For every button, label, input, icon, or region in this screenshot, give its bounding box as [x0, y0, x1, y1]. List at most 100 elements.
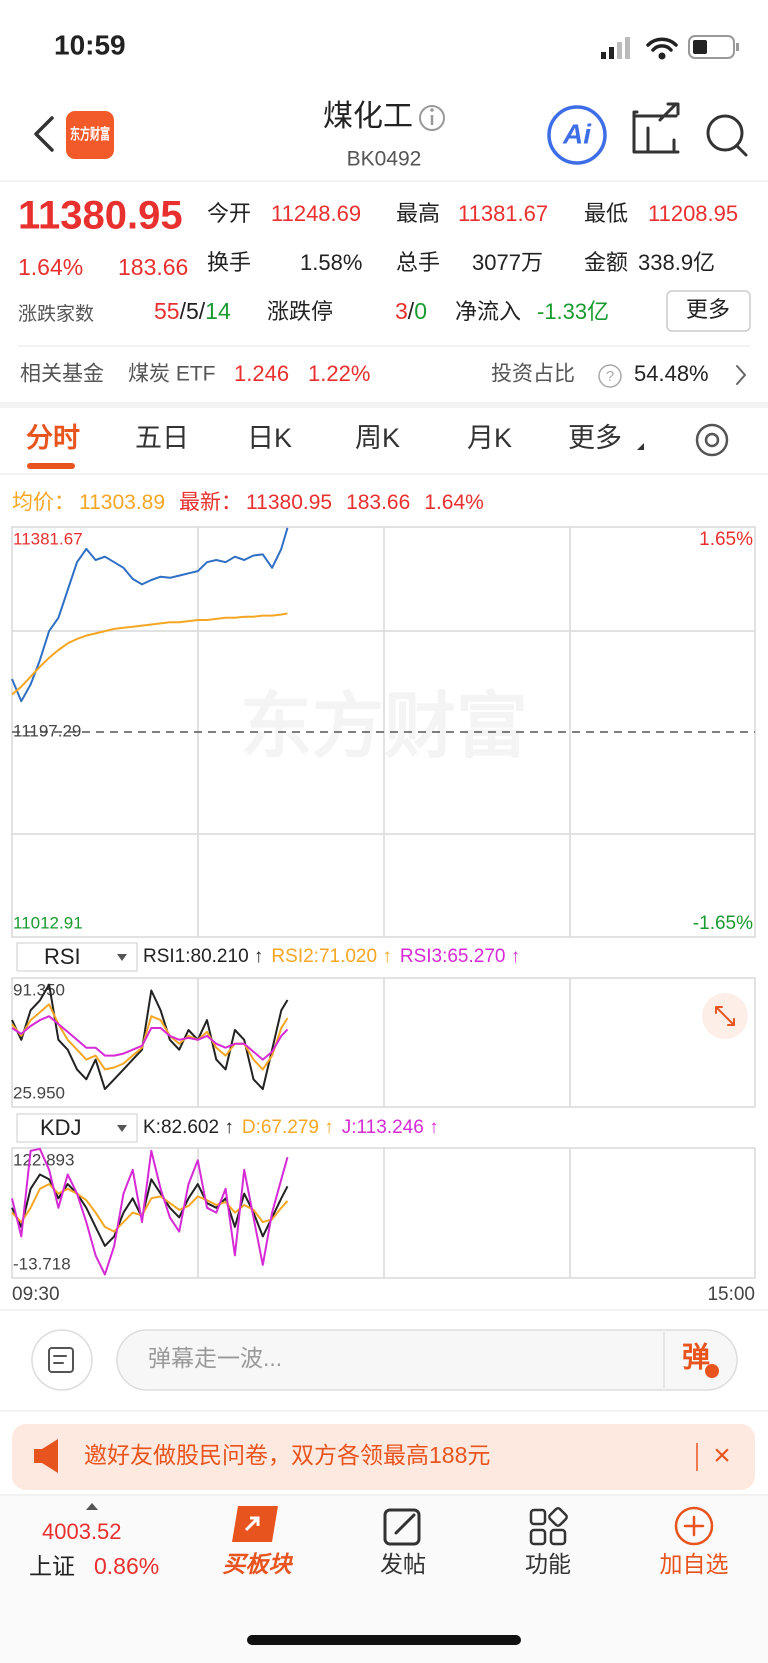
- banner-text: 邀好友做股民问卷，双方各领最高188元: [84, 1442, 490, 1468]
- avg-value: 11303.89: [79, 491, 165, 514]
- indicator-select[interactable]: [16, 942, 138, 972]
- charts: 11381.67 11197.29 11012.91 1.65% -1.65% 91.35…: [11, 527, 755, 1305]
- dropdown-arrow: [117, 1125, 127, 1132]
- share-button[interactable]: [632, 102, 680, 154]
- stat-value: 338.9亿: [638, 250, 715, 275]
- search-button[interactable]: [706, 114, 748, 157]
- tabs: 分时 五日 日K 周K 月K 更多: [26, 423, 622, 469]
- ai-label: Ai: [562, 118, 592, 149]
- more-label: 更多: [686, 297, 730, 322]
- y-tick-label: 11197.29: [13, 721, 81, 740]
- danmu-input[interactable]: [116, 1329, 738, 1391]
- fund-name: 煤炭 ETF: [128, 363, 216, 386]
- tab[interactable]: 分时: [26, 423, 80, 453]
- legend-entry: RSI1:80.210 ↑: [143, 946, 263, 967]
- x-tick-label: 15:00: [707, 1284, 755, 1305]
- series-line: [11, 1183, 289, 1233]
- logo: [66, 111, 114, 159]
- breadth: 55/5/14: [154, 298, 231, 324]
- danmu-button[interactable]: 弹: [682, 1341, 710, 1372]
- index-arrow: [86, 1503, 98, 1510]
- y-tick-label: 11381.67: [13, 529, 83, 548]
- share-frame: [632, 110, 676, 154]
- fund-price: 1.246: [234, 361, 289, 386]
- tab[interactable]: 月K: [467, 423, 512, 453]
- flow-value: -1.33亿: [537, 299, 609, 324]
- series-line: [11, 1147, 289, 1276]
- banner[interactable]: [12, 1424, 755, 1490]
- latest-value: 11380.95: [246, 491, 332, 514]
- limits-label: 涨跌停: [267, 299, 333, 324]
- legend-entry: RSI2:71.020 ↑: [271, 946, 391, 967]
- nav-icon: [383, 1508, 421, 1546]
- ai-button[interactable]: [547, 105, 607, 165]
- stat-value: 11208.95: [648, 201, 738, 226]
- settings-button[interactable]: [695, 423, 729, 457]
- y-tick-label: -13.718: [13, 1254, 71, 1273]
- nav-icon: [529, 1507, 568, 1546]
- tab[interactable]: 日K: [247, 423, 292, 453]
- banner-close[interactable]: ×: [713, 1439, 731, 1472]
- danmu-badge: [705, 1364, 719, 1378]
- tab[interactable]: 更多: [568, 423, 622, 453]
- stat-value: 11381.67: [458, 201, 548, 226]
- tab-more-arrow: [637, 443, 644, 450]
- limits: 3/0: [395, 298, 427, 324]
- legend-entry: J:113.246 ↑: [342, 1117, 439, 1138]
- stat-value: 1.58%: [300, 250, 362, 275]
- y2-tick-label: 1.65%: [699, 529, 753, 550]
- index-pct: 0.86%: [94, 1553, 159, 1579]
- fund-pct: 1.22%: [308, 361, 370, 386]
- tab[interactable]: 五日: [135, 423, 189, 453]
- breadth-up: 55: [154, 298, 180, 324]
- megaphone: [34, 1439, 58, 1473]
- latest-label: 最新：: [179, 491, 242, 514]
- index-name: 上证: [29, 1553, 75, 1579]
- tab[interactable]: 周K: [355, 423, 400, 453]
- danmu-placeholder: 弹幕走一波...: [148, 1345, 282, 1371]
- indicator-select[interactable]: [16, 1113, 138, 1143]
- flow-label: 净流入: [455, 299, 521, 324]
- stat-label: 最高: [396, 201, 440, 226]
- breadth-flat: 5: [186, 298, 199, 324]
- help-text: ?: [606, 368, 614, 385]
- nav-icon: [232, 1506, 278, 1542]
- code: BK0492: [347, 148, 422, 171]
- share-value: 54.48%: [634, 361, 709, 386]
- stat-label: 最低: [584, 201, 628, 226]
- section-gap: [0, 1410, 768, 1412]
- limit-down: 0: [414, 298, 427, 324]
- help-icon[interactable]: [598, 364, 622, 388]
- nav-item[interactable]: 发帖: [380, 1551, 426, 1577]
- series-line: [11, 612, 288, 696]
- danmu-settings[interactable]: [31, 1329, 93, 1391]
- latest-pct: 1.64%: [424, 491, 484, 514]
- legend-entry: D:67.279 ↑: [242, 1117, 334, 1138]
- limit-up: 3: [395, 298, 408, 324]
- series-line: [11, 1173, 289, 1247]
- stat-label: 总手: [396, 250, 440, 275]
- index-value[interactable]: 4003.52: [42, 1519, 122, 1544]
- chart-frames: [11, 526, 756, 1279]
- indicator-name: KDJ: [40, 1115, 82, 1140]
- change-pct: 1.64%: [18, 254, 83, 280]
- legend-entry: RSI3:65.270 ↑: [400, 946, 520, 967]
- indicator-legend: K:82.602 ↑ D:67.279 ↑ J:113.246 ↑: [143, 1117, 439, 1138]
- expand-button[interactable]: [702, 993, 748, 1039]
- back-button[interactable]: [34, 116, 54, 152]
- change: 183.66: [118, 254, 188, 280]
- status-time: 10:59: [54, 29, 126, 60]
- y-tick-label: 11012.91: [13, 913, 83, 932]
- indicator-name: RSI: [44, 944, 81, 969]
- nav-item[interactable]: 买板块: [223, 1551, 294, 1577]
- stat-label: 换手: [207, 250, 251, 275]
- nav-item[interactable]: 功能: [525, 1551, 571, 1577]
- stat-value: 3077万: [472, 250, 543, 275]
- nav-item[interactable]: 加自选: [660, 1551, 729, 1577]
- more-button[interactable]: [666, 290, 751, 332]
- chevron[interactable]: [736, 365, 746, 385]
- info-icon[interactable]: [419, 105, 445, 131]
- y-tick-label: 25.950: [13, 1083, 65, 1102]
- watermark: 东方财富: [240, 687, 528, 767]
